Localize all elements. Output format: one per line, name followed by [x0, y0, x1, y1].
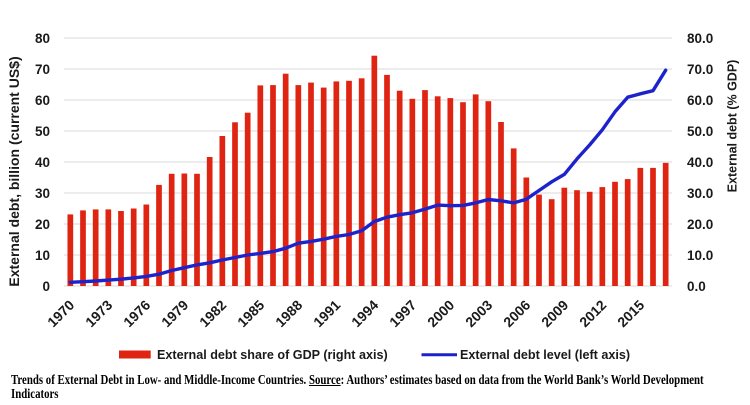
svg-text:0: 0: [42, 279, 50, 294]
svg-text:1991: 1991: [310, 297, 343, 330]
svg-text:2000: 2000: [424, 297, 457, 330]
svg-text:30.0: 30.0: [687, 186, 713, 201]
svg-text:1985: 1985: [234, 297, 267, 330]
svg-text:80.0: 80.0: [687, 31, 713, 46]
svg-text:40.0: 40.0: [687, 155, 713, 170]
svg-text:70: 70: [35, 62, 50, 77]
svg-text:1976: 1976: [120, 297, 153, 330]
svg-text:1970: 1970: [44, 297, 77, 330]
svg-text:2009: 2009: [538, 297, 571, 330]
svg-text:External debt, billion (curren: External debt, billion (current US$): [6, 56, 22, 286]
svg-text:30: 30: [35, 186, 50, 201]
svg-text:50.0: 50.0: [687, 124, 713, 139]
svg-text:1973: 1973: [82, 297, 115, 330]
svg-text:1994: 1994: [348, 297, 381, 330]
svg-text:40: 40: [35, 155, 50, 170]
svg-text:1982: 1982: [196, 297, 229, 330]
svg-text:1988: 1988: [272, 297, 305, 330]
svg-text:80: 80: [35, 31, 50, 46]
svg-text:20: 20: [35, 217, 50, 232]
svg-text:1997: 1997: [386, 297, 419, 330]
svg-text:1979: 1979: [158, 297, 191, 330]
svg-text:External debt level (left axis: External debt level (left axis): [460, 348, 630, 362]
svg-text:2012: 2012: [576, 297, 609, 330]
svg-text:0.0: 0.0: [687, 279, 706, 294]
svg-text:External debt share of GDP (ri: External debt share of GDP (right axis): [157, 348, 388, 362]
svg-text:50: 50: [35, 124, 50, 139]
svg-text:2015: 2015: [614, 297, 647, 330]
svg-text:60: 60: [35, 93, 50, 108]
svg-text:20.0: 20.0: [687, 217, 713, 232]
svg-text:10: 10: [35, 248, 50, 263]
svg-text:10.0: 10.0: [687, 248, 713, 263]
svg-text:70.0: 70.0: [687, 62, 713, 77]
svg-text:60.0: 60.0: [687, 93, 713, 108]
svg-text:2003: 2003: [462, 297, 495, 330]
svg-text:External debt (% GDP): External debt (% GDP): [726, 60, 740, 193]
svg-text:2006: 2006: [500, 297, 533, 330]
